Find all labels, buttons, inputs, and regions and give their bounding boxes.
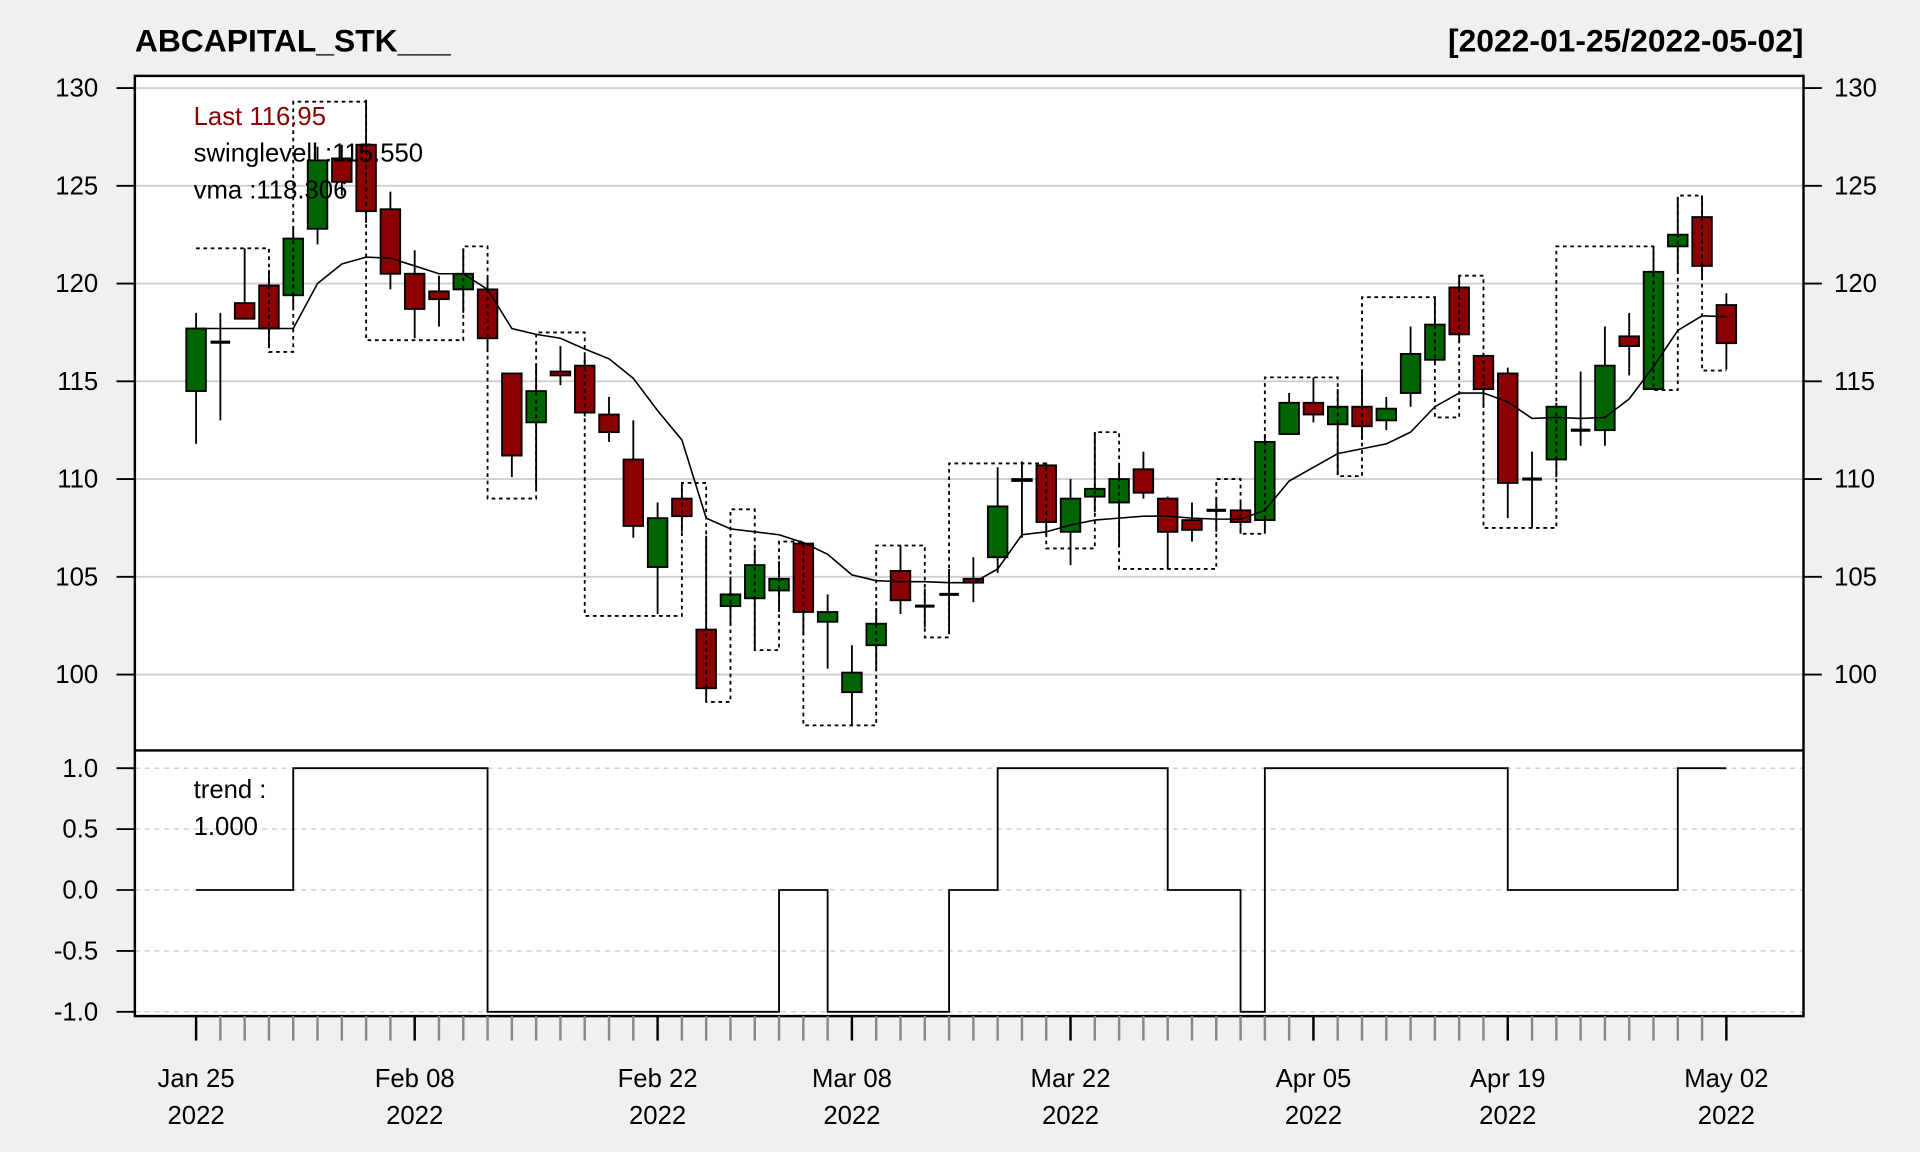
y-tick-label-right: 130: [1834, 75, 1877, 103]
x-tick-label: May 02: [1684, 1065, 1768, 1093]
y-tick-label-right: 120: [1834, 270, 1877, 298]
candle-down: [889, 570, 912, 602]
y-tick-label-right: 110: [1834, 466, 1875, 494]
x-tick-label-year: 2022: [1285, 1102, 1342, 1130]
x-tick-label: Mar 22: [1031, 1065, 1111, 1093]
x-tick-label: Feb 22: [618, 1065, 698, 1093]
legend-vma: vma :118.306: [194, 176, 348, 204]
y-tick-label-left: 105: [55, 563, 98, 591]
candle-down: [379, 208, 402, 275]
candle-down: [1715, 304, 1738, 345]
candle-up: [1375, 407, 1398, 422]
y-tick-label-left: 130: [55, 75, 98, 103]
x-tick-label: Jan 25: [158, 1065, 235, 1093]
axes: 100 100 105 105 110 110 115 115 120 120 125 125 130 1…: [54, 75, 1877, 1130]
candle-up: [1108, 478, 1130, 504]
date-range: [2022-01-25/2022-05-02]: [1448, 22, 1803, 58]
candle-down: [403, 272, 426, 310]
y-tick-label-left: 125: [55, 172, 98, 200]
y-tick-label-right: 125: [1834, 172, 1877, 200]
candle-down: [622, 458, 645, 527]
candle-up: [841, 671, 863, 694]
y-tick-label-left: 120: [55, 270, 98, 298]
trend-y-tick-label: -0.5: [54, 937, 98, 965]
y-tick-label-left: 110: [57, 466, 98, 494]
y-tick-label-left: 100: [55, 661, 98, 689]
candle-down: [1011, 478, 1033, 482]
candle-up: [986, 505, 1009, 559]
legend-trend-value: 1.000: [194, 813, 258, 841]
candle-up: [1594, 364, 1616, 432]
x-tick-label-year: 2022: [629, 1102, 686, 1130]
x-tick-label: Feb 08: [375, 1065, 455, 1093]
candle-down: [501, 372, 523, 457]
trend-y-tick-label: 1.0: [62, 755, 98, 783]
candle-down: [1618, 335, 1640, 348]
trend-line: [196, 767, 1727, 1013]
x-tick-label-year: 2022: [168, 1102, 225, 1130]
legend-swinglevel: swinglevell :115.550: [194, 140, 423, 168]
candle-up: [646, 517, 669, 568]
candle-down: [233, 302, 256, 320]
x-tick-label-year: 2022: [1479, 1102, 1536, 1130]
x-tick-label-year: 2022: [1698, 1102, 1755, 1130]
swinglevel-line: [196, 100, 1727, 727]
y-tick-label-right: 115: [1834, 368, 1875, 396]
candle-up: [816, 611, 839, 623]
trend-y-tick-label: 0.0: [62, 877, 98, 905]
x-tick-label-year: 2022: [823, 1102, 880, 1130]
trend-panel: [134, 750, 1804, 1017]
chart-title: ABCAPITAL_STK___: [135, 22, 451, 58]
candle-down: [1181, 519, 1203, 531]
trend-y-tick-label: -1.0: [54, 998, 98, 1026]
legend-last: Last 116.95: [194, 103, 326, 131]
candle-down: [258, 284, 280, 330]
x-tick-label: Apr 19: [1470, 1065, 1546, 1093]
candle-down: [1132, 468, 1155, 494]
vma-line: [196, 256, 1727, 584]
candle-down: [598, 413, 620, 434]
y-tick-label-right: 105: [1834, 563, 1877, 591]
y-tick-label-right: 100: [1834, 661, 1877, 689]
trend-y-tick-label: 0.5: [62, 816, 98, 844]
candle-up: [1278, 401, 1300, 435]
x-tick-label: Mar 08: [812, 1065, 892, 1093]
candle-down: [1156, 497, 1179, 533]
candle-up: [306, 159, 329, 230]
candle-down: [428, 290, 450, 301]
x-tick-label-year: 2022: [386, 1102, 443, 1130]
x-tick-label-year: 2022: [1042, 1102, 1099, 1130]
candle-down: [1302, 401, 1325, 416]
plot-border: [133, 74, 1805, 1018]
legend-trend-label: trend :: [194, 776, 267, 804]
x-tick-label: Apr 05: [1276, 1065, 1352, 1093]
candle-down: [1497, 372, 1519, 484]
candle-down: [331, 157, 353, 183]
candle-up: [185, 327, 207, 392]
candle-down: [549, 370, 572, 377]
y-tick-label-left: 115: [57, 368, 98, 396]
candle-up: [1399, 352, 1422, 394]
